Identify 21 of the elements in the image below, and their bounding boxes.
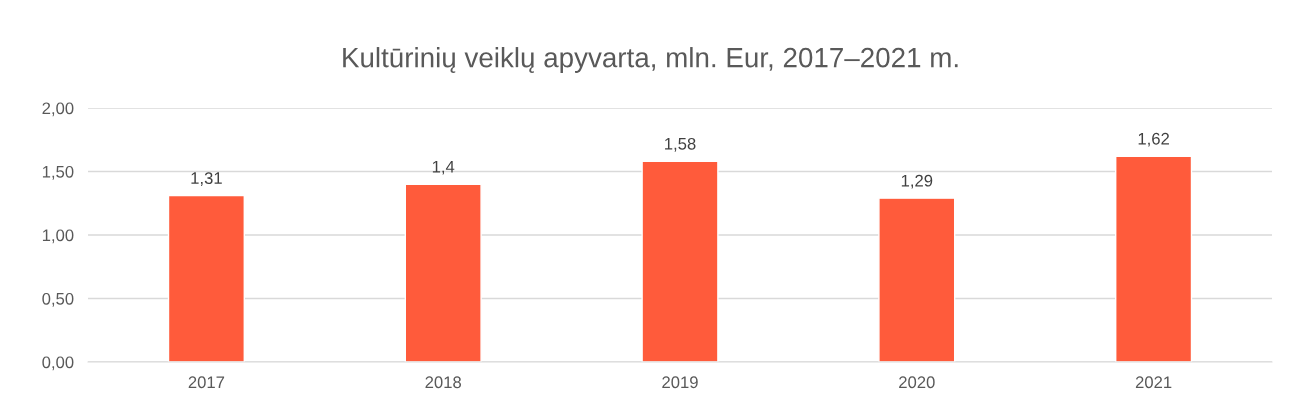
y-tick-label: 1,00 <box>42 229 74 244</box>
x-tick-label: 2020 <box>899 376 935 389</box>
bar <box>404 183 482 362</box>
data-label: 1,58 <box>665 137 696 152</box>
x-tick-label: 2021 <box>1135 376 1172 389</box>
x-tick-label: 2017 <box>188 376 225 389</box>
data-label: 1,29 <box>901 174 933 189</box>
y-tick-label: 0,50 <box>42 292 74 307</box>
y-tick-label: 0,00 <box>42 356 74 371</box>
x-tick-label: 2019 <box>662 376 698 389</box>
chart-title: Kultūrinių veiklų apyvarta, mln. Eur, 2017–2021 m. <box>343 47 958 73</box>
bar <box>641 160 719 362</box>
bar <box>167 194 245 362</box>
data-label: 1,31 <box>191 172 222 186</box>
y-tick-label: 1,50 <box>42 165 74 180</box>
bar <box>878 197 956 362</box>
data-label: 1,62 <box>1138 132 1169 147</box>
y-tick-label: 2,00 <box>42 102 74 117</box>
data-label: 1,4 <box>432 160 455 175</box>
bar <box>1115 155 1193 362</box>
x-tick-label: 2018 <box>425 376 462 389</box>
